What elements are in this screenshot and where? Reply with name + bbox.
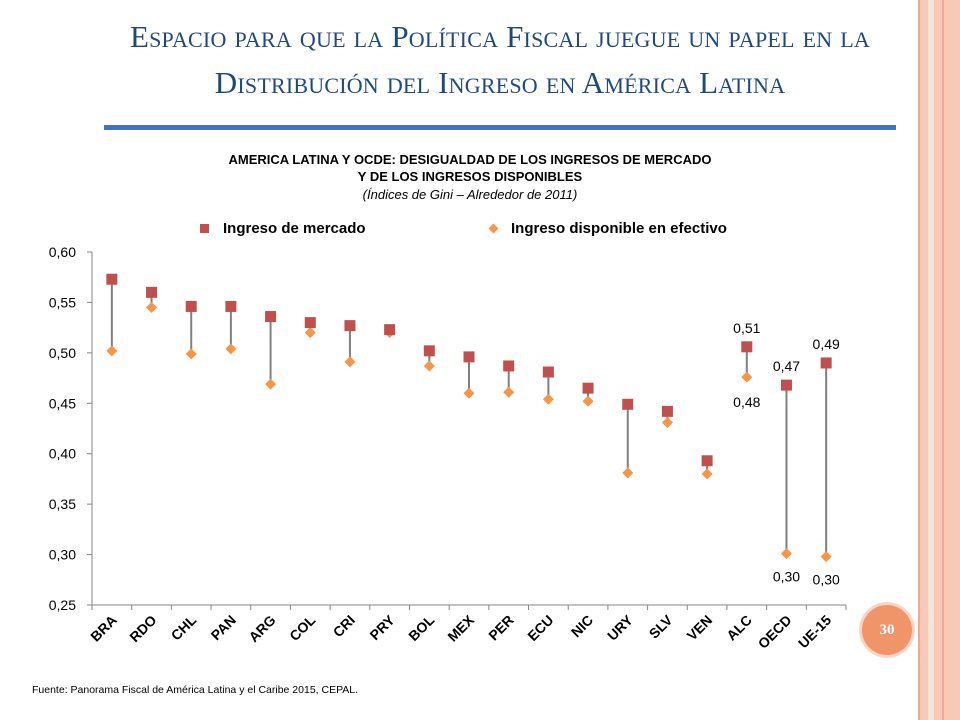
x-tick-label: COL	[286, 611, 319, 644]
disposable-income-point	[741, 371, 753, 383]
data-label: 0,51	[733, 320, 760, 336]
x-tick-label: UE-15	[795, 612, 835, 652]
y-tick-label: 0,50	[49, 345, 76, 361]
x-tick-label: OECD	[755, 612, 795, 652]
legend-label-disposable: Ingreso disponible en efectivo	[511, 220, 727, 237]
disposable-income-point	[304, 327, 316, 339]
x-tick-label: SLV	[646, 611, 676, 641]
data-label: 0,30	[773, 569, 800, 585]
x-tick-label: RDO	[126, 612, 159, 645]
slide-title-line1: Espacio para que la Política Fiscal jueg…	[129, 19, 871, 54]
y-tick-label: 0,35	[49, 496, 76, 512]
market-income-point	[304, 317, 316, 329]
disposable-income-point	[780, 548, 792, 560]
disposable-income-point	[344, 356, 356, 368]
x-tick-label: PER	[485, 612, 517, 644]
market-income-point	[146, 286, 158, 298]
x-tick-label: BOL	[405, 611, 438, 644]
market-income-point	[622, 398, 634, 410]
disposable-income-point	[225, 343, 237, 355]
x-tick-label: NIC	[568, 612, 596, 640]
disposable-income-point	[701, 468, 713, 480]
market-income-point	[701, 455, 713, 467]
legend-label-market: Ingreso de mercado	[223, 220, 366, 237]
slide-title: Espacio para que la Política Fiscal jueg…	[60, 14, 940, 106]
deco-stripe	[942, 0, 944, 720]
page-number-badge: 30	[862, 605, 912, 655]
slide-title-line2: Distribución del Ingreso en América Lati…	[214, 65, 786, 100]
disposable-income-point	[661, 416, 673, 428]
x-tick-label: PAN	[208, 612, 239, 643]
market-income-point	[741, 341, 753, 353]
disposable-income-point	[820, 551, 832, 563]
x-tick-label: ARG	[245, 612, 278, 645]
right-decoration	[918, 0, 960, 720]
x-tick-label: ECU	[524, 612, 556, 644]
deco-stripe	[928, 0, 934, 720]
chart-title-line2: Y DE LOS INGRESOS DISPONIBLES	[357, 169, 583, 184]
market-income-point	[503, 360, 515, 372]
data-label: 0,48	[733, 394, 760, 410]
market-income-point	[661, 405, 673, 417]
x-tick-label: CRI	[330, 612, 358, 640]
market-income-point	[185, 300, 197, 312]
x-tick-label: VEN	[684, 612, 716, 644]
market-income-point	[780, 379, 792, 391]
x-tick-label: MEX	[444, 611, 477, 644]
market-income-point	[265, 311, 277, 323]
x-tick-label: CHL	[168, 611, 200, 643]
y-tick-label: 0,40	[49, 446, 76, 462]
deco-stripe	[918, 0, 920, 720]
market-income-point	[225, 300, 237, 312]
data-label: 0,30	[813, 572, 840, 588]
data-label: 0,49	[813, 336, 840, 352]
chart-title: AMERICA LATINA Y OCDE: DESIGUALDAD DE LO…	[90, 151, 850, 185]
y-tick-label: 0,55	[49, 294, 76, 310]
disposable-income-point	[423, 360, 435, 372]
chart-subtitle: (Índices de Gini – Alrededor de 2011)	[362, 187, 578, 202]
disposable-income-point	[146, 301, 158, 313]
y-tick-label: 0,25	[49, 597, 76, 613]
disposable-income-point	[106, 345, 118, 357]
disposable-income-point	[582, 395, 594, 407]
data-label: 0,47	[773, 358, 800, 374]
x-tick-label: PRY	[366, 611, 398, 643]
source-note: Fuente: Panorama Fiscal de América Latin…	[32, 684, 359, 696]
market-income-point	[820, 357, 832, 369]
chart-title-line1: AMERICA LATINA Y OCDE: DESIGUALDAD DE LO…	[228, 152, 712, 167]
square-marker-icon	[200, 224, 209, 233]
y-tick-label: 0,45	[49, 395, 76, 411]
x-tick-label: BRA	[87, 612, 120, 645]
market-income-point	[423, 345, 435, 357]
disposable-income-point	[463, 387, 475, 399]
market-income-point	[344, 320, 356, 332]
disposable-income-point	[503, 386, 515, 398]
disposable-income-point	[265, 378, 277, 390]
disposable-income-point	[185, 348, 197, 360]
market-income-point	[384, 324, 396, 336]
title-underline	[104, 125, 896, 130]
market-income-point	[463, 351, 475, 363]
market-income-point	[582, 382, 594, 394]
legend-item-market: Ingreso de mercado	[200, 220, 366, 237]
market-income-point	[106, 273, 118, 285]
disposable-income-point	[542, 393, 554, 405]
y-tick-label: 0,60	[49, 244, 76, 260]
x-tick-label: URY	[604, 611, 636, 643]
market-income-point	[542, 366, 554, 378]
x-tick-label: ALC	[723, 612, 755, 644]
disposable-income-point	[622, 467, 634, 479]
legend-item-disposable: Ingreso disponible en efectivo	[488, 220, 727, 237]
y-tick-label: 0,30	[49, 547, 76, 563]
